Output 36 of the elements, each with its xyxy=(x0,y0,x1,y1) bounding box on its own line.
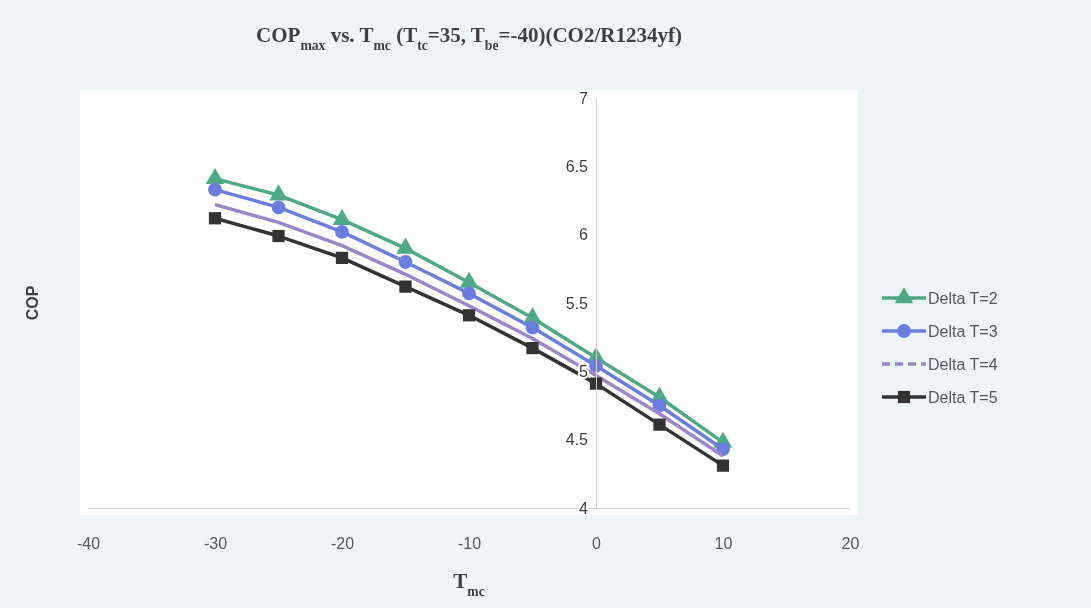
point xyxy=(335,251,349,265)
x-axis-title: T$_{mc}$ xyxy=(453,569,485,599)
y-tick-label: 6.5 xyxy=(565,157,589,175)
chart-title: COP$_{max}$ vs. T$_{mc}$ (T$_{tc}$=35, T$_{be}$=-40)(CO2/R1234yf) xyxy=(256,23,682,53)
point xyxy=(271,200,286,215)
y-tick-label: 7 xyxy=(579,89,589,107)
x-tick-label: -10 xyxy=(457,535,482,553)
point xyxy=(399,280,412,293)
point xyxy=(652,398,667,413)
y-axis-title: COP xyxy=(24,285,41,321)
point xyxy=(525,320,540,335)
x-tick-label: 0 xyxy=(592,535,602,553)
legend-label: Delta T=3 xyxy=(928,322,998,340)
legend-label: Delta T=4 xyxy=(928,355,998,373)
point xyxy=(208,182,222,197)
point xyxy=(526,341,539,355)
x-tick-label: -40 xyxy=(76,535,101,553)
point xyxy=(272,229,285,243)
y-tick-label: 5.5 xyxy=(565,294,589,312)
point xyxy=(653,418,666,431)
point xyxy=(208,212,222,225)
y-tick-label: 4 xyxy=(579,499,589,517)
y-tick-label: 4.5 xyxy=(565,431,589,449)
legend-label: Delta T=2 xyxy=(928,289,998,307)
point xyxy=(589,358,603,373)
x-tick-label: -20 xyxy=(330,535,355,553)
point xyxy=(462,309,476,322)
y-tick-label: 6 xyxy=(579,226,589,244)
x-tick-label: 10 xyxy=(714,535,733,553)
point xyxy=(462,286,476,301)
point xyxy=(335,225,349,239)
x-tick-label: 20 xyxy=(841,535,860,553)
x-tick-label: -30 xyxy=(203,535,228,553)
legend-label: Delta T=5 xyxy=(928,388,998,406)
point xyxy=(398,255,413,269)
point xyxy=(716,459,730,472)
